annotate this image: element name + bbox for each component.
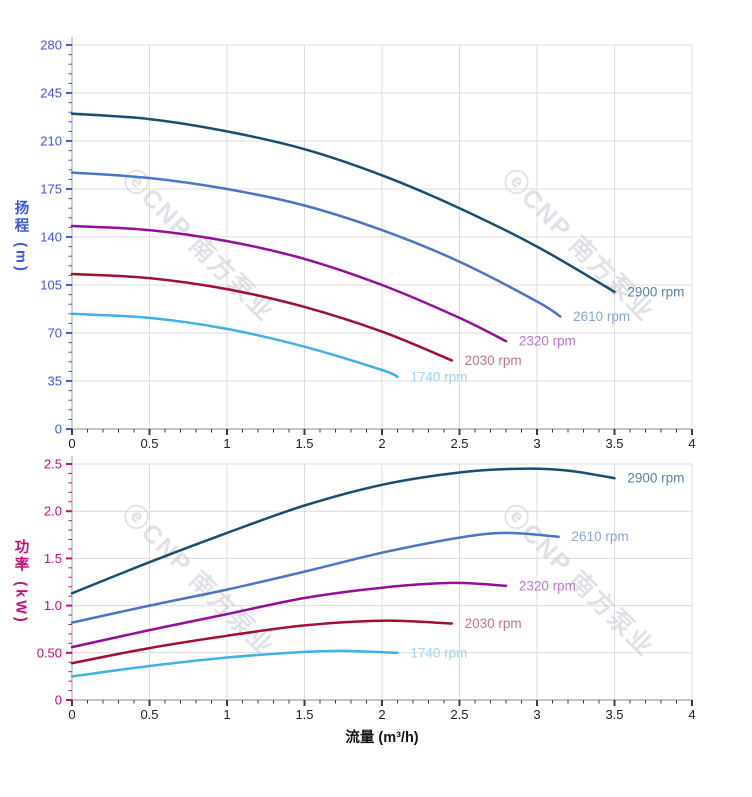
head-axis-title: 扬程 (m) xyxy=(12,200,29,274)
curve-2320-rpm xyxy=(70,581,508,649)
curve-label-2900-rpm: 2900 rpm xyxy=(627,284,684,299)
y-tick-label: 0 xyxy=(55,693,62,708)
curve-1740-rpm xyxy=(70,649,399,678)
y-tick-label: 70 xyxy=(48,326,62,341)
curve-2900-rpm xyxy=(70,112,616,294)
x-tick-label: 1 xyxy=(223,436,230,451)
curve-2320-rpm xyxy=(70,224,508,343)
x-tick-label: 3 xyxy=(533,707,540,722)
x-tick-label: 0.5 xyxy=(140,707,158,722)
x-tick-label: 2.5 xyxy=(450,707,468,722)
y-tick-label: 245 xyxy=(40,86,62,101)
y-tick-label: 1.0 xyxy=(44,598,62,613)
y-tick-label: 0.50 xyxy=(37,645,62,660)
x-tick-label: 1 xyxy=(223,707,230,722)
x-tick-label: 0.5 xyxy=(140,436,158,451)
y-tick-label: 2.0 xyxy=(44,504,62,519)
curve-2900-rpm xyxy=(70,467,616,595)
curve-2610-rpm xyxy=(70,171,562,318)
brand-watermark: ⓔCNP 南方泵业 xyxy=(117,164,281,328)
curve-2030-rpm xyxy=(70,272,454,362)
x-tick-label: 1.5 xyxy=(295,707,313,722)
curve-1740-rpm xyxy=(70,312,399,379)
x-tick-label: 2 xyxy=(378,707,385,722)
x-tick-label: 2.5 xyxy=(450,436,468,451)
x-tick-label: 1.5 xyxy=(295,436,313,451)
curve-2030-rpm xyxy=(70,619,454,665)
head-chart: ⓔCNP 南方泵业 ⓔCNP 南方泵业0357010514017521024528… xyxy=(40,37,696,451)
curve-label-2610-rpm: 2610 rpm xyxy=(572,529,629,544)
x-tick-label: 4 xyxy=(688,436,695,451)
curve-label-2900-rpm: 2900 rpm xyxy=(627,471,684,486)
curve-label-1740-rpm: 1740 rpm xyxy=(410,645,467,660)
x-tick-label: 4 xyxy=(688,707,695,722)
y-tick-label: 280 xyxy=(40,38,62,53)
y-tick-label: 2.5 xyxy=(44,457,62,472)
x-tick-label: 2 xyxy=(378,436,385,451)
y-tick-label: 210 xyxy=(40,134,62,149)
curve-label-2030-rpm: 2030 rpm xyxy=(465,353,522,368)
flow-axis-title: 流量 (m³/h) xyxy=(345,730,419,746)
curve-2610-rpm xyxy=(70,531,560,624)
x-tick-label: 0 xyxy=(68,707,75,722)
curve-label-2320-rpm: 2320 rpm xyxy=(519,334,576,349)
power-axis-title: 功率 (kW) xyxy=(12,539,29,625)
x-tick-label: 3.5 xyxy=(605,707,623,722)
y-tick-label: 175 xyxy=(40,182,62,197)
y-tick-label: 0 xyxy=(55,422,62,437)
x-tick-label: 3 xyxy=(533,436,540,451)
y-tick-label: 105 xyxy=(40,278,62,293)
brand-watermark: ⓔCNP 南方泵业 xyxy=(497,164,661,328)
curve-label-1740-rpm: 1740 rpm xyxy=(410,369,467,384)
y-tick-label: 1.5 xyxy=(44,551,62,566)
curve-label-2610-rpm: 2610 rpm xyxy=(573,309,630,324)
y-tick-label: 140 xyxy=(40,230,62,245)
curve-label-2030-rpm: 2030 rpm xyxy=(465,616,522,631)
x-tick-label: 0 xyxy=(68,436,75,451)
y-tick-label: 35 xyxy=(48,374,62,389)
x-tick-label: 3.5 xyxy=(605,436,623,451)
curve-label-2320-rpm: 2320 rpm xyxy=(519,578,576,593)
